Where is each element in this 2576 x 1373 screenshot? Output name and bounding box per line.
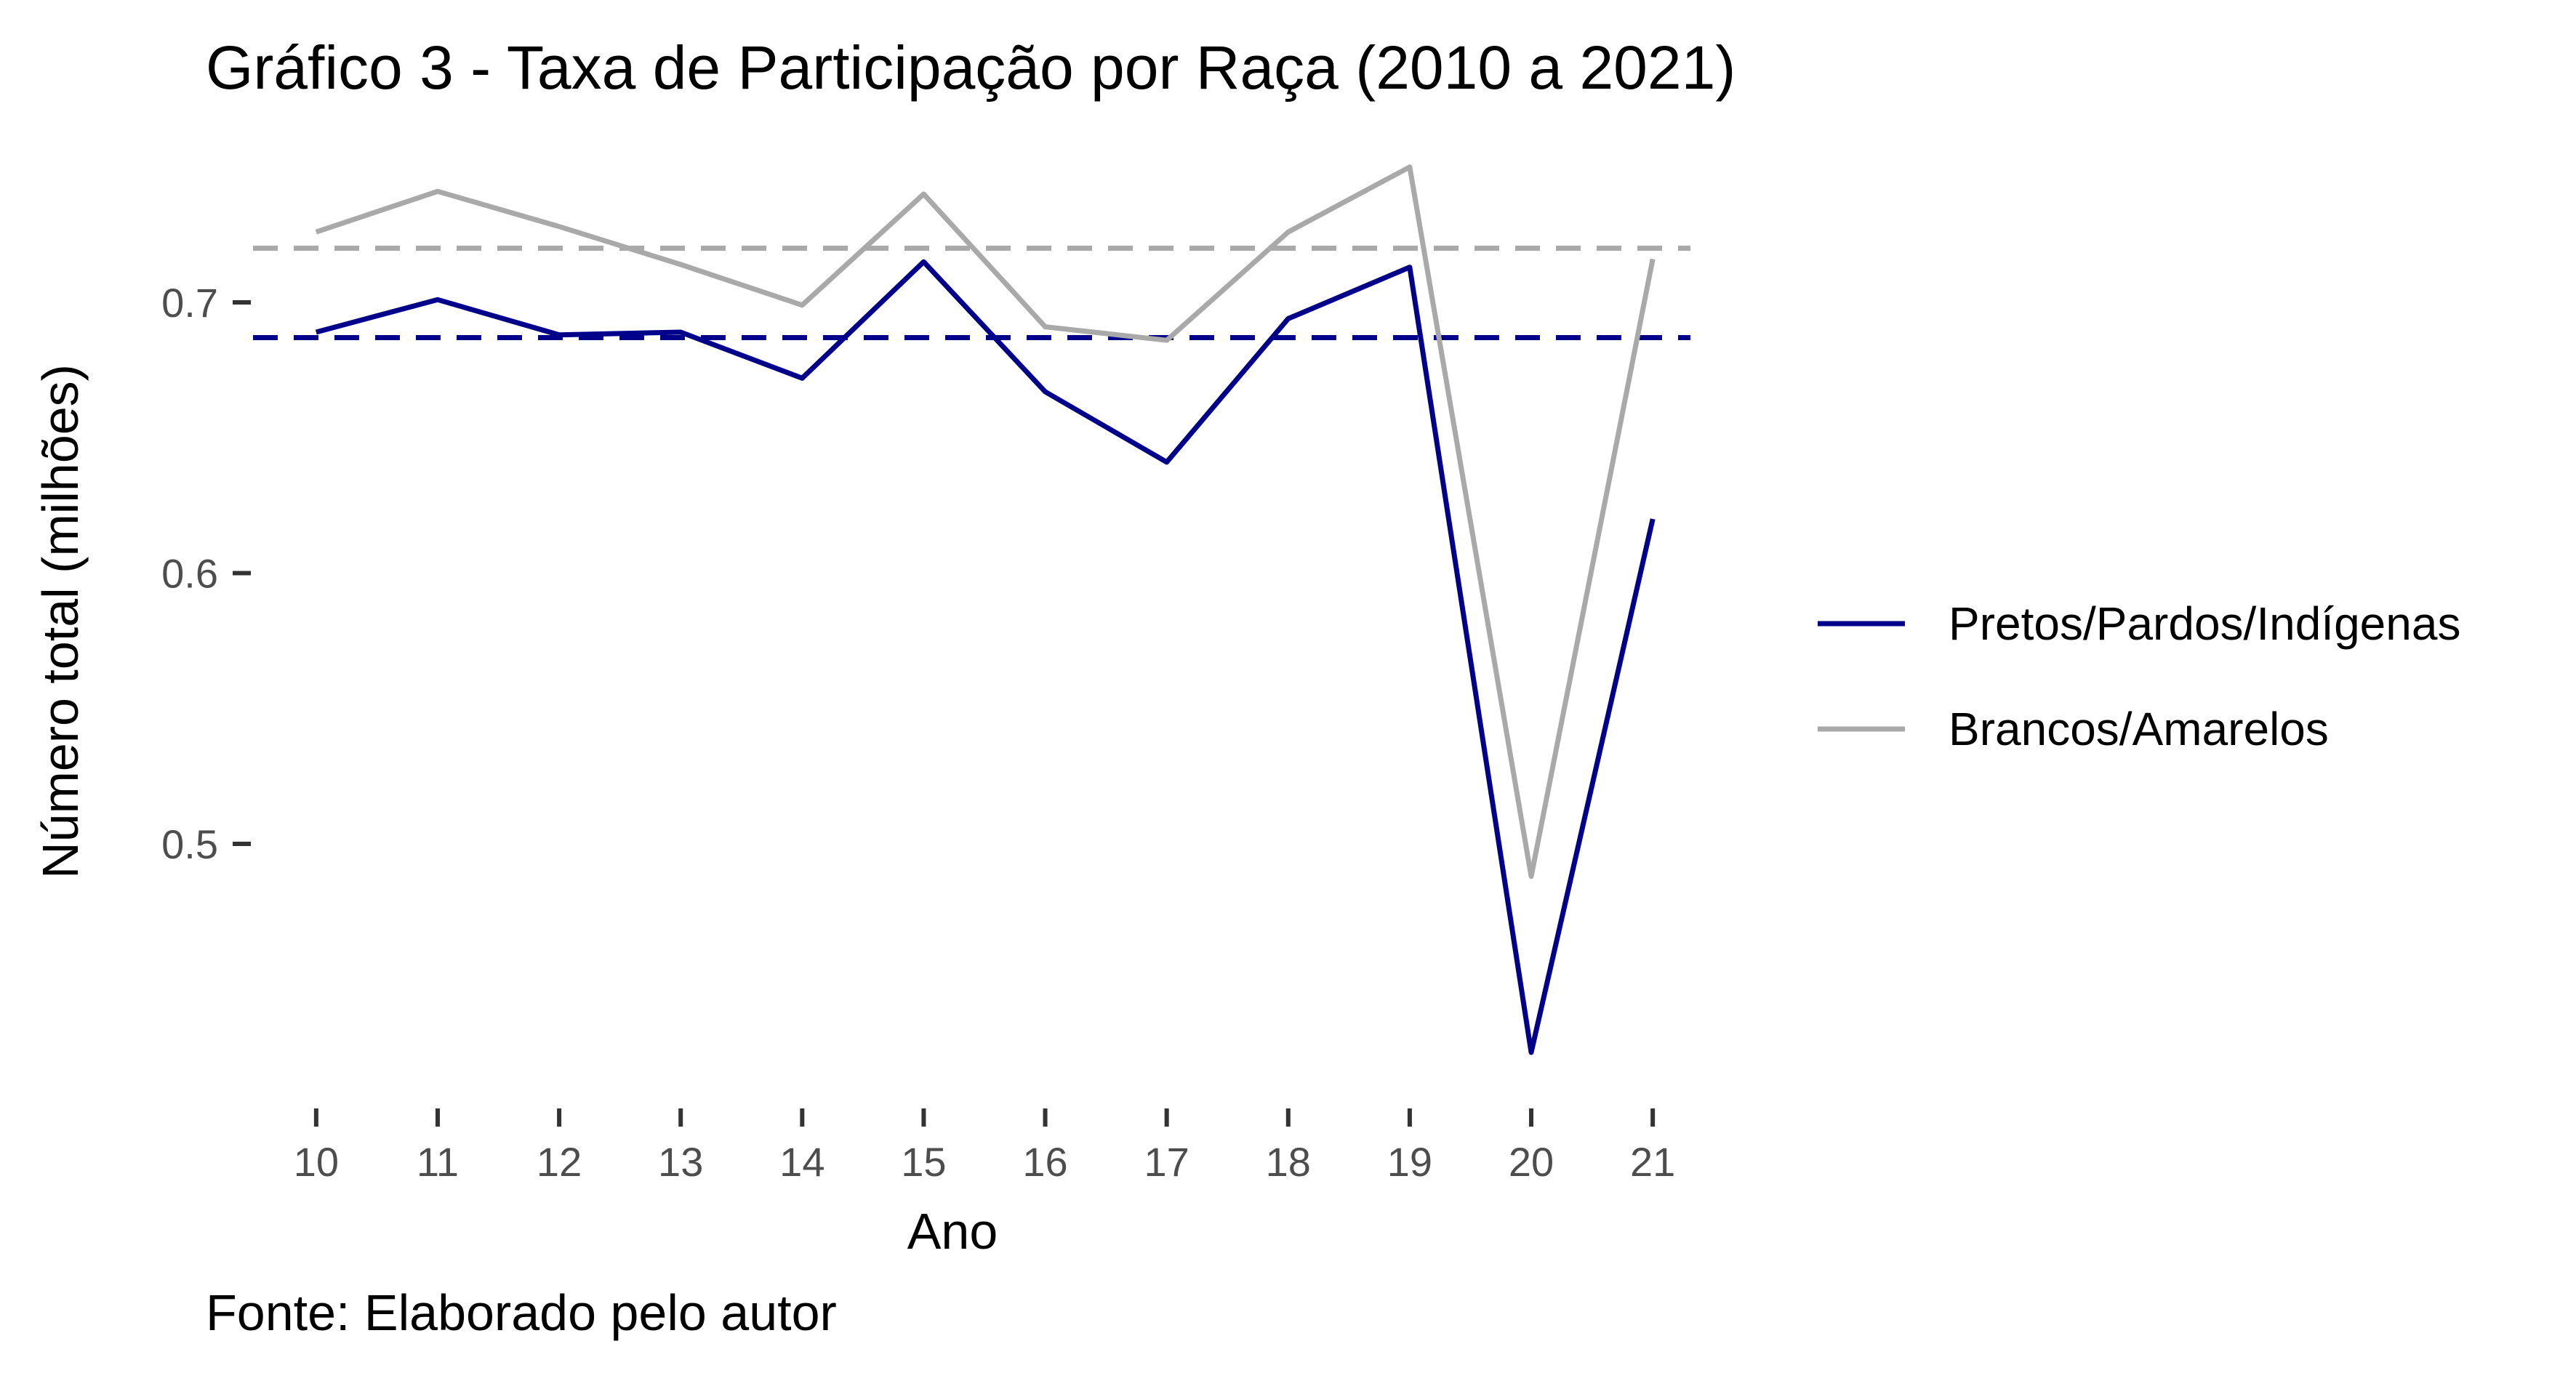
x-tick-label: 11 [417, 1139, 459, 1185]
x-tick-label: 13 [658, 1139, 703, 1185]
series-lines [315, 164, 1656, 1055]
y-tick-label: 0.6 [161, 551, 218, 597]
x-tick-label: 12 [537, 1139, 582, 1185]
reference-lines [253, 246, 1690, 340]
x-tick-label: 19 [1387, 1139, 1432, 1185]
y-tick-label: 0.7 [161, 280, 218, 326]
y-axis-title: Número total (milhões) [32, 364, 89, 879]
x-tick-label: 14 [779, 1139, 824, 1185]
y-tick-label: 0.5 [161, 821, 218, 867]
legend-label-pretos-pardos-indigenas: Pretos/Pardos/Indígenas [1949, 597, 2460, 650]
series-line-brancos-amarelos [315, 164, 1656, 879]
x-tick-label: 18 [1266, 1139, 1311, 1185]
x-tick-label: 15 [901, 1139, 946, 1185]
chart-caption: Fonte: Elaborado pelo autor [206, 1284, 837, 1341]
x-axis: 10 11 12 13 14 15 16 17 18 19 20 21 [294, 1108, 1675, 1185]
legend: Pretos/Pardos/Indígenas Brancos/Amarelos [1818, 597, 2460, 755]
x-tick-label: 20 [1509, 1139, 1554, 1185]
legend-label-brancos-amarelos: Brancos/Amarelos [1949, 703, 2329, 755]
y-axis: 0.5 0.6 0.7 [161, 280, 251, 867]
x-tick-label: 16 [1022, 1139, 1067, 1185]
x-tick-label: 10 [294, 1139, 339, 1185]
x-tick-label: 21 [1630, 1139, 1675, 1185]
series-line-pretos-pardos-indigenas [315, 259, 1656, 1055]
x-tick-label: 17 [1144, 1139, 1189, 1185]
x-axis-title: Ano [907, 1203, 998, 1260]
chart-title: Gráfico 3 - Taxa de Participação por Raç… [206, 33, 1736, 102]
